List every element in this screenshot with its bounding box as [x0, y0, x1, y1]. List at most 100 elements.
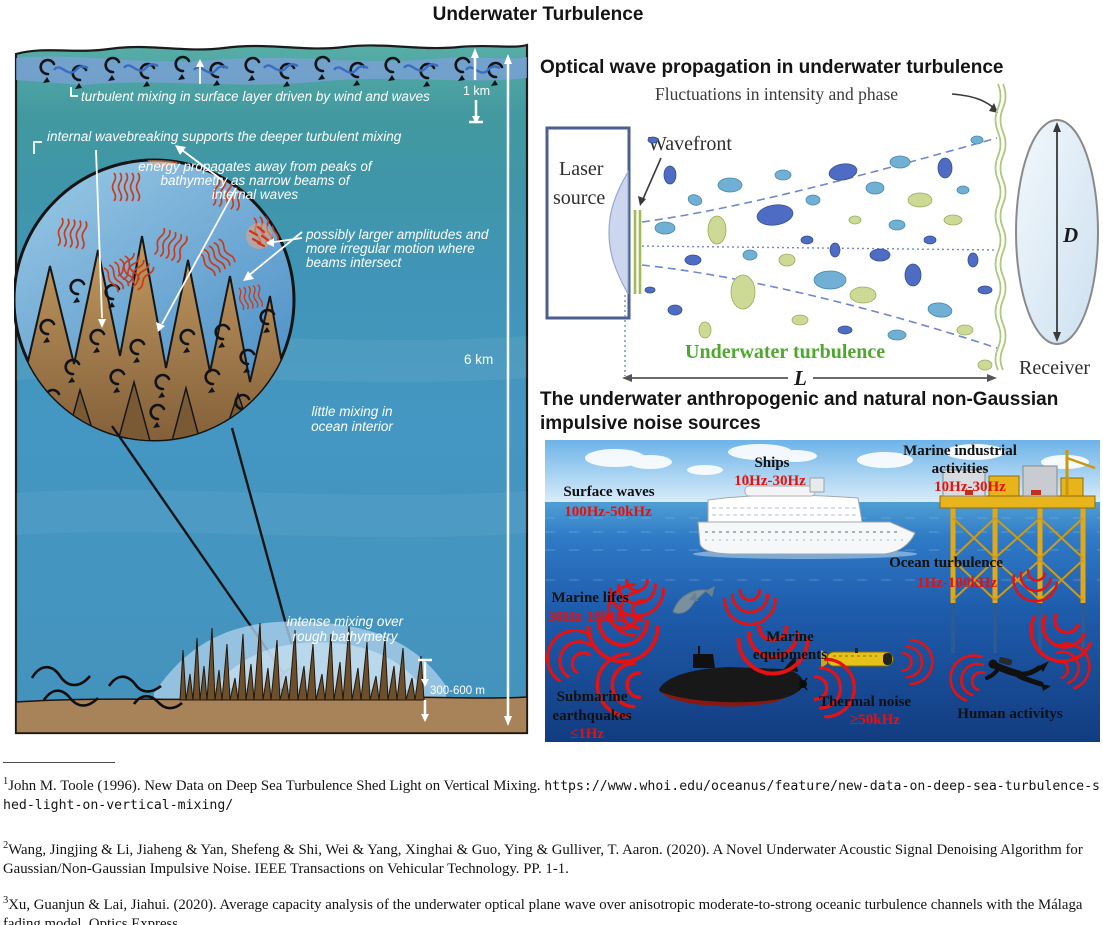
svg-text:ocean interior: ocean interior	[311, 419, 393, 434]
receiver-label: Receiver	[1019, 357, 1090, 379]
svg-text:Marine lifes: Marine lifes	[551, 590, 628, 606]
svg-text:activities: activities	[932, 461, 989, 477]
svg-text:possibly larger amplitudes and: possibly larger amplitudes and	[305, 227, 489, 242]
footnote-3-text: Xu, Guanjun & Lai, Jiahui. (2020). Avera…	[3, 896, 1083, 925]
svg-text:Ocean turbulence: Ocean turbulence	[889, 555, 1003, 571]
energy-label: energy propagates away from peaks of bat…	[138, 159, 373, 202]
dolphin	[672, 586, 715, 614]
submarine	[659, 646, 808, 707]
footnote-1-text: John M. Toole (1996). New Data on Deep S…	[8, 777, 545, 794]
svg-text:equipments: equipments	[753, 647, 827, 663]
fluctuations-arrow	[951, 93, 996, 110]
noise-section-heading: The underwater anthropogenic and natural…	[540, 389, 1059, 434]
annotation-arrowheads	[98, 59, 274, 332]
laser-source-box	[545, 126, 631, 320]
optical-propagation-figure: Fluctuations in intensity and phase Lase…	[545, 83, 1099, 390]
svg-text:beams intersect: beams intersect	[306, 255, 403, 270]
footnote-2-marker: 2	[3, 840, 9, 851]
rough-bathymetry	[15, 621, 528, 734]
label-human-activitys: Human activitys	[957, 706, 1063, 722]
bottom-current-arrows	[30, 665, 183, 710]
label-ocean-turbulence: Ocean turbulence 1Hz-100kHz	[889, 555, 1003, 591]
footnote-2-text: Wang, Jingjing & Li, Jiaheng & Yan, Shef…	[3, 841, 1083, 878]
svg-text:1Hz-100kHz: 1Hz-100kHz	[917, 575, 997, 591]
amplitude-label: possibly larger amplitudes and more irre…	[305, 227, 489, 270]
wavefront-arrowhead	[638, 196, 646, 206]
link-length-symbol: L	[793, 366, 807, 390]
internal-wave-beams	[55, 160, 286, 311]
fluctuations-label: Fluctuations in intensity and phase	[655, 84, 898, 104]
svg-text:30Hz-10kHz: 30Hz-10kHz	[548, 609, 628, 625]
distorted-wavefront-line	[994, 83, 1007, 371]
label-submarine-earthquakes: Submarine earthquakes ≤1Hz	[552, 689, 631, 742]
label-surface-waves: Surface waves 100Hz-50kHz	[563, 484, 654, 520]
svg-text:Marine: Marine	[766, 629, 814, 645]
svg-text:energy propagates away from pe: energy propagates away from peaks of	[138, 159, 373, 174]
footnote-1-marker: 1	[3, 776, 9, 787]
sea-streaks	[545, 517, 1100, 581]
surface-mixing-label: turbulent mixing in surface layer driven…	[81, 89, 430, 104]
label-marine-lifes: Marine lifes 30Hz-10kHz	[548, 590, 629, 625]
underwater-turbulence-label: Underwater turbulence	[685, 341, 885, 363]
footnote-separator	[3, 762, 115, 763]
ocean-mixing-figure: 1 km 6 km 300-600 m turbulent mixing in …	[14, 43, 529, 735]
footnote-1: 1John M. Toole (1996). New Data on Deep …	[3, 772, 1100, 816]
depth-scale-arrowheads	[421, 48, 512, 726]
svg-text:Human activitys: Human activitys	[957, 706, 1063, 722]
link-length-arrowhead-right	[987, 374, 997, 382]
wavefront-label: Wavefront	[648, 133, 732, 155]
internal-wavebreaking-label: internal wavebreaking supports the deepe…	[47, 129, 402, 144]
svg-text:bathymetry as narrow beams of: bathymetry as narrow beams of	[160, 173, 350, 188]
little-mixing-label: little mixing in ocean interior	[311, 404, 393, 434]
label-ships: Ships 10Hz-30Hz	[734, 455, 806, 489]
annotation-arrows	[33, 66, 303, 325]
svg-text:Thermal noise: Thermal noise	[819, 694, 911, 710]
label-marine-industrial: Marine industrial activities 10Hz-30Hz	[903, 443, 1017, 495]
svg-text:intense mixing over: intense mixing over	[287, 614, 404, 629]
auv	[821, 648, 894, 668]
svg-text:≥50kHz: ≥50kHz	[850, 712, 900, 728]
depth-1km-label: 1 km	[463, 84, 490, 98]
svg-text:10Hz-30Hz: 10Hz-30Hz	[934, 479, 1006, 495]
footnote-3: 3Xu, Guanjun & Lai, Jiahui. (2020). Aver…	[3, 891, 1100, 925]
svg-text:≤1Hz: ≤1Hz	[570, 726, 604, 742]
page-title: Underwater Turbulence	[432, 4, 644, 25]
footnote-3-marker: 3	[3, 895, 9, 906]
svg-text:little mixing in: little mixing in	[311, 404, 392, 419]
footnote-1-url: https://www.whoi.edu/oceanus/feature/new…	[3, 778, 1100, 814]
wavefront-lines	[633, 210, 642, 294]
beam-spread-lines	[624, 137, 998, 376]
laser-label-line2: source	[553, 187, 605, 209]
depth-300m-label: 300-600 m	[430, 685, 485, 697]
svg-text:10Hz-30Hz: 10Hz-30Hz	[734, 473, 806, 489]
depth-scale	[418, 54, 510, 718]
intense-mixing-label: intense mixing over rough bathymetry	[287, 614, 404, 644]
svg-text:internal waves: internal waves	[212, 187, 299, 202]
fluctuations-arrowhead	[989, 103, 998, 113]
aperture-arrowhead-bottom	[1053, 332, 1061, 342]
label-thermal-noise: Thermal noise ≥50kHz	[819, 694, 911, 728]
svg-text:more irregular motion where: more irregular motion where	[306, 241, 475, 256]
svg-text:rough bathymetry: rough bathymetry	[292, 629, 398, 644]
optical-section-heading: Optical wave propagation in underwater t…	[540, 57, 1004, 78]
svg-text:100Hz-50kHz: 100Hz-50kHz	[564, 504, 652, 520]
cruise-ship	[693, 473, 917, 559]
aperture-diameter-symbol: D	[1062, 223, 1078, 247]
diver	[985, 656, 1051, 691]
oil-platform	[939, 450, 1096, 653]
footnote-2: 2Wang, Jingjing & Li, Jiaheng & Yan, She…	[3, 836, 1100, 880]
wavefront-arrow	[642, 157, 662, 200]
svg-text:Marine industrial: Marine industrial	[903, 443, 1017, 459]
gaussian-beam-profile	[608, 169, 629, 295]
link-length-arrowhead-left	[622, 374, 632, 382]
laser-label-line1: Laser	[559, 158, 604, 180]
aperture-arrowhead-top	[1053, 122, 1061, 132]
label-marine-equipments: Marine equipments	[753, 629, 827, 663]
noise-sources-figure: Surface waves 100Hz-50kHz Ships 10Hz-30H…	[545, 440, 1100, 742]
svg-text:earthquakes: earthquakes	[552, 708, 631, 724]
svg-text:Ships: Ships	[754, 455, 789, 471]
svg-text:Submarine: Submarine	[557, 689, 628, 705]
turbulence-eddies	[644, 135, 993, 371]
depth-6km-label: 6 km	[464, 352, 493, 367]
